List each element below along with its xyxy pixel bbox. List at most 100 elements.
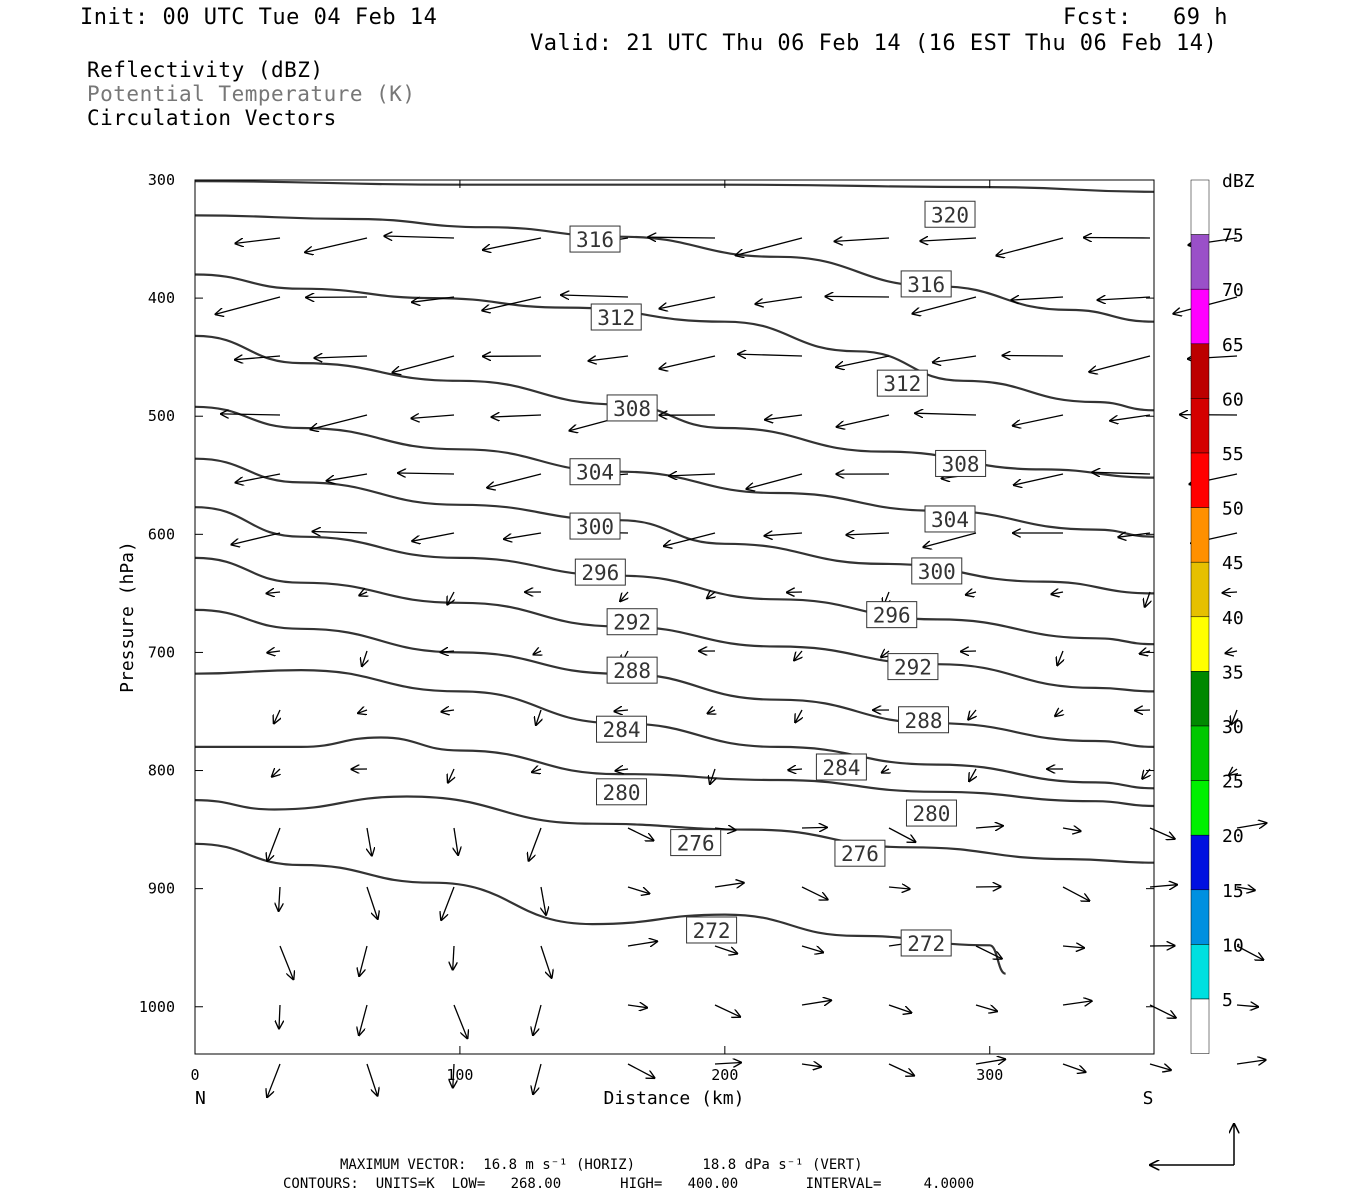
contour-label-box	[606, 608, 658, 636]
circulation-vector	[231, 532, 281, 545]
circulation-vector	[541, 886, 546, 915]
contour-label: 296	[873, 604, 911, 628]
contour-label: 272	[907, 932, 945, 956]
circulation-vector	[1003, 356, 1064, 357]
colorbar-label: 50	[1222, 499, 1244, 520]
colorbar-segment	[1190, 507, 1210, 563]
circulation-vector	[912, 296, 977, 314]
circulation-vector	[453, 1063, 454, 1088]
contour-label: 312	[597, 306, 635, 330]
circulation-vector	[794, 650, 802, 660]
circulation-vector	[966, 592, 977, 595]
colorbar-segment	[1190, 561, 1210, 618]
circulation-vector	[398, 473, 455, 474]
circulation-vector	[837, 414, 890, 427]
circulation-vector	[529, 827, 542, 861]
colorbar: 5 10 15 20 25 30 35 40 45 50 55 60 65 70 75	[1190, 179, 1244, 1054]
circulation-vector	[504, 532, 542, 539]
contour-label: 316	[907, 273, 945, 297]
circulation-vector	[314, 356, 368, 358]
contour-label-box	[569, 225, 621, 253]
contour-label-box	[924, 200, 976, 228]
circulation-vector	[279, 945, 293, 979]
contour-label-box	[911, 557, 963, 585]
footer-contour-info: CONTOURS: UNITS=K LOW= 268.00 HIGH= 400.…	[283, 1176, 975, 1192]
circulation-vector	[1140, 651, 1151, 654]
contour-label: 288	[905, 709, 943, 733]
circulation-vector	[888, 1063, 914, 1076]
y-axis-label: Pressure (hPa)	[117, 541, 138, 693]
circulation-vector	[411, 415, 455, 418]
circulation-vector	[627, 941, 657, 946]
contour-296	[194, 506, 1155, 646]
circulation-vector	[714, 1004, 740, 1017]
contour-label-box	[670, 829, 722, 857]
circulation-vector	[1236, 1060, 1266, 1064]
colorbar-segment	[1190, 834, 1210, 891]
contour-label-box	[876, 369, 928, 397]
contour-label: 280	[913, 802, 951, 826]
circulation-vector	[589, 355, 629, 361]
circulation-vector	[483, 237, 542, 250]
circulation-vector	[533, 651, 541, 655]
circulation-vector	[627, 1005, 647, 1008]
circulation-vector	[714, 1063, 741, 1065]
colorbar-label: 40	[1222, 608, 1244, 629]
circulation-vector	[714, 828, 736, 830]
contour-label-box	[569, 458, 621, 486]
circulation-vector	[765, 415, 803, 420]
circulation-vector	[1055, 710, 1063, 716]
y-tick-label: 300	[148, 171, 175, 189]
circulation-vector	[1062, 1063, 1086, 1072]
colorbar-segment	[1190, 725, 1210, 781]
x-tick-label: 300	[976, 1066, 1003, 1084]
circulation-vector	[975, 1004, 997, 1011]
contour-label-box	[905, 799, 957, 827]
colorbar-label: 65	[1222, 335, 1244, 356]
circulation-vector	[267, 651, 281, 653]
circulation-vector	[1092, 472, 1151, 474]
contour-label: 304	[931, 508, 969, 532]
contour-label: 292	[613, 611, 651, 635]
circulation-vector	[216, 296, 281, 314]
circulation-vector	[272, 769, 280, 777]
colorbar-segment	[1190, 452, 1210, 508]
contour-label: 300	[576, 515, 614, 539]
circulation-vector	[487, 473, 542, 488]
circulation-vector	[1149, 1063, 1171, 1070]
circulation-vector	[1229, 769, 1237, 775]
circulation-vector	[888, 1004, 911, 1013]
contour-label: 316	[576, 228, 614, 252]
colorbar-segment	[1190, 944, 1210, 1000]
contour-label-box	[574, 558, 626, 586]
contour-label-box	[606, 656, 658, 684]
contour-300	[194, 457, 1155, 595]
circulation-vector	[825, 296, 890, 297]
circulation-vectors	[216, 236, 1267, 1097]
contour-label: 300	[918, 560, 956, 584]
y-tick-label: 900	[148, 880, 175, 898]
circulation-vector	[614, 710, 629, 711]
circulation-vector	[969, 768, 976, 781]
circulation-vector	[664, 532, 716, 546]
circulation-vector	[448, 768, 454, 783]
circulation-vector	[274, 709, 280, 724]
circulation-vector	[755, 296, 803, 304]
colorbar-segment	[1190, 671, 1210, 727]
circulation-vector	[482, 296, 542, 311]
colorbar-segment	[1190, 398, 1210, 454]
x-tick-label: 100	[446, 1066, 473, 1084]
contour-label: 272	[693, 919, 731, 943]
circulation-vector	[1236, 1005, 1258, 1007]
circulation-vector	[1236, 945, 1263, 960]
circulation-vector	[1135, 710, 1151, 711]
circulation-vector	[440, 651, 455, 652]
circulation-vector	[915, 413, 977, 415]
circulation-vector	[235, 356, 281, 360]
x-tick-label: 0	[190, 1066, 199, 1084]
colorbar-label: 30	[1222, 717, 1244, 738]
colorbar-label: 35	[1222, 662, 1244, 683]
circulation-vector	[707, 592, 715, 598]
circulation-vector	[447, 591, 454, 605]
